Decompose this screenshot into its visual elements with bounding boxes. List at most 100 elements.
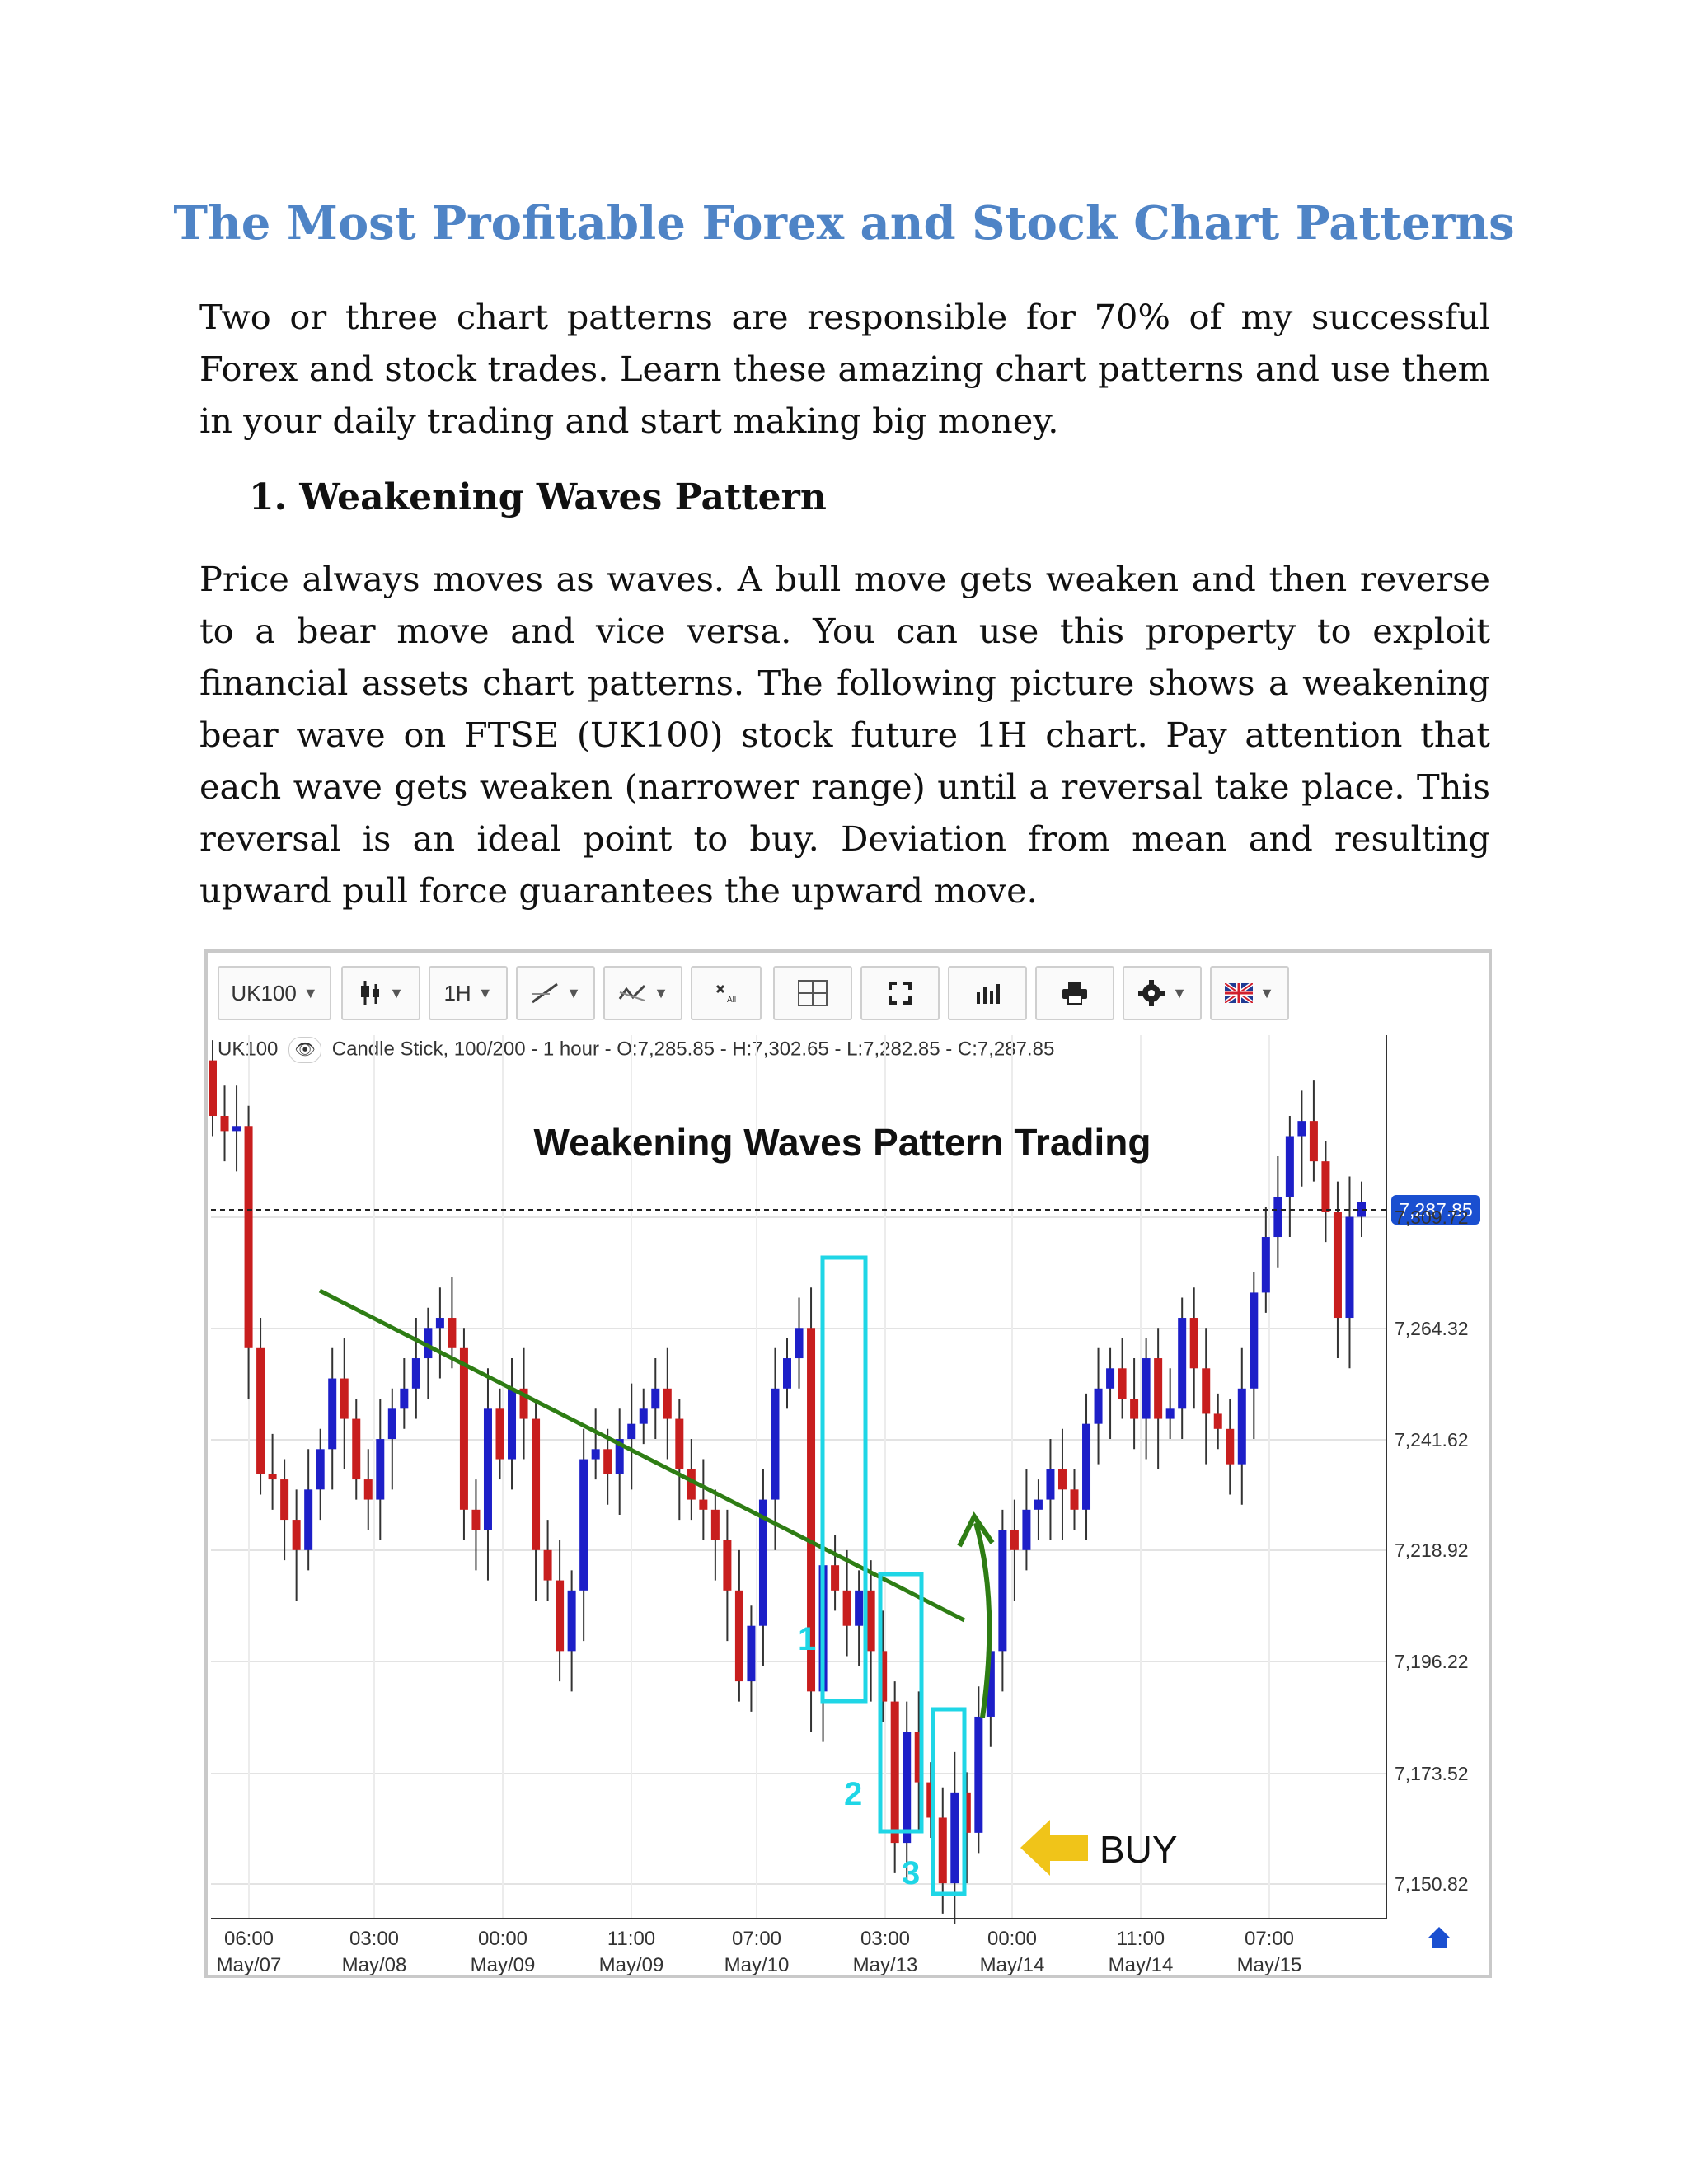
candle-body	[328, 1378, 337, 1450]
language-select[interactable]: ▼	[1210, 966, 1289, 1020]
candle-body	[591, 1449, 600, 1460]
x-tick-date: May/10	[724, 1954, 790, 1975]
candle-body	[1333, 1212, 1342, 1319]
candle-body	[938, 1817, 947, 1884]
candle-body	[448, 1318, 457, 1348]
section-paragraph: Price always moves as waves. A bull move…	[199, 559, 1490, 911]
candle-body	[986, 1651, 995, 1717]
candle-body	[1070, 1489, 1079, 1510]
clear-all-button[interactable]: All	[691, 966, 762, 1020]
chart-info-bar: UK100 👁 Candle Stick, 100/200 - 1 hour -…	[218, 1037, 1054, 1063]
candle-body	[1010, 1530, 1019, 1550]
candle-body	[627, 1423, 636, 1440]
chevron-down-icon: ▼	[654, 984, 668, 1001]
eye-icon[interactable]: 👁	[288, 1037, 322, 1063]
candle-body	[747, 1625, 756, 1682]
fullscreen-button[interactable]	[860, 966, 940, 1020]
info-symbol: UK100	[218, 1038, 279, 1061]
candle-body	[842, 1590, 851, 1626]
candle-body	[663, 1388, 672, 1419]
candle-body	[1046, 1469, 1055, 1500]
chevron-down-icon: ▼	[477, 984, 493, 1001]
candle-body	[879, 1651, 888, 1702]
candle-body	[1213, 1413, 1222, 1429]
candle-body	[1106, 1368, 1115, 1389]
candle-body	[723, 1540, 732, 1591]
wave-label-3: 3	[902, 1855, 920, 1891]
y-tick-label: 7,173.52	[1395, 1763, 1469, 1784]
trend-line	[318, 1288, 966, 1623]
chart-type-select[interactable]: ▼	[341, 966, 420, 1020]
candle-body	[831, 1565, 840, 1591]
interval-select[interactable]: 1H ▼	[429, 966, 508, 1020]
chart-figure: UK100 ▼ ▼ 1H ▼ ▼ ▼ All ▼	[204, 949, 1492, 1978]
candle-body	[387, 1408, 396, 1440]
candle-body	[866, 1590, 875, 1652]
intro-paragraph: Two or three chart patterns are responsi…	[199, 297, 1490, 441]
candle-body	[1154, 1358, 1163, 1419]
candle-body	[424, 1328, 433, 1359]
print-icon	[1062, 982, 1087, 1005]
settings-icon	[1138, 980, 1165, 1006]
symbol-select[interactable]: UK100 ▼	[218, 966, 331, 1020]
candle-body	[1345, 1216, 1354, 1319]
x-tick-date: May/09	[599, 1954, 664, 1975]
candlestick-chart: 7,287.85 Weakening Waves Pattern Trading 1…	[209, 1035, 1480, 1975]
chart-title: Weakening Waves Pattern Trading	[534, 1121, 1151, 1164]
volume-button[interactable]	[948, 966, 1027, 1020]
candle-body	[292, 1520, 301, 1550]
section-heading: 1. Weakening Waves Pattern	[249, 476, 827, 518]
candle-body	[519, 1388, 528, 1419]
candle-body	[1357, 1202, 1366, 1217]
candle-body	[209, 1060, 217, 1117]
wave-label-1: 1	[798, 1621, 816, 1657]
candle-body	[543, 1549, 552, 1581]
x-tick-time: 07:00	[1245, 1928, 1294, 1950]
wave-label-2: 2	[844, 1776, 862, 1812]
candle-body	[411, 1358, 420, 1389]
drawing-tools-button[interactable]: ▼	[516, 966, 595, 1020]
candle-body	[1189, 1318, 1198, 1369]
wave-box	[931, 1707, 967, 1896]
x-tick-date: May/15	[1237, 1954, 1302, 1975]
candle-body	[998, 1530, 1007, 1652]
x-tick-time: 03:00	[349, 1928, 399, 1950]
x-tick-time: 06:00	[224, 1928, 274, 1950]
candle-body	[483, 1408, 492, 1530]
candle-body	[435, 1318, 444, 1329]
candle-body	[1261, 1237, 1270, 1293]
home-icon	[1428, 1927, 1451, 1948]
y-tick-label: 7,241.62	[1395, 1429, 1469, 1451]
candle-body	[974, 1716, 983, 1833]
indicators-button[interactable]: ▼	[603, 966, 682, 1020]
flag-icon	[1225, 983, 1254, 1003]
candle-body	[363, 1479, 373, 1500]
settings-button[interactable]: ▼	[1123, 966, 1202, 1020]
candle-body	[687, 1469, 696, 1500]
print-button[interactable]	[1035, 966, 1114, 1020]
candle-body	[1118, 1368, 1127, 1399]
candle-body	[783, 1358, 791, 1389]
chart-toolbar: UK100 ▼ ▼ 1H ▼ ▼ ▼ All ▼	[208, 953, 1489, 1029]
candle-body	[1321, 1161, 1330, 1212]
candle-body	[926, 1782, 935, 1818]
x-tick-time: 11:00	[1117, 1928, 1165, 1950]
candle-body	[795, 1328, 804, 1359]
candle-body	[1178, 1318, 1187, 1409]
x-tick-date: May/14	[1109, 1954, 1174, 1975]
candle-body	[567, 1590, 576, 1652]
candle-body	[758, 1499, 767, 1626]
candle-body	[914, 1732, 923, 1783]
candle-body	[1034, 1499, 1043, 1510]
y-tick-label: 7,196.22	[1395, 1651, 1469, 1672]
candle-body	[556, 1580, 565, 1652]
candle-body	[807, 1328, 816, 1692]
crosshair-button[interactable]	[773, 966, 852, 1020]
chevron-down-icon: ▼	[1259, 984, 1274, 1001]
x-tick-time: 11:00	[607, 1928, 655, 1950]
crosshair-icon	[798, 980, 828, 1006]
candle-body	[340, 1378, 349, 1419]
candle-body	[220, 1116, 229, 1132]
x-tick-time: 03:00	[860, 1928, 910, 1950]
x-tick-time: 07:00	[732, 1928, 781, 1950]
